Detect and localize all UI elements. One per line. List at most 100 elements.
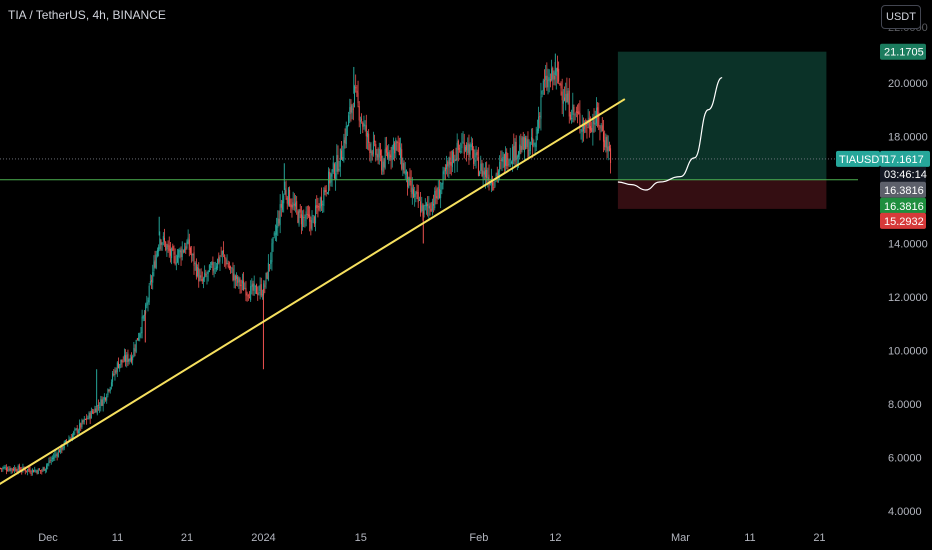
candle-body [579, 113, 581, 127]
candle-body [9, 467, 11, 471]
candle-body [381, 155, 383, 171]
candle-body [539, 115, 541, 117]
candle-body [562, 100, 564, 104]
candle-body [523, 137, 525, 153]
candle-body [270, 260, 272, 264]
candle-body [165, 241, 167, 250]
candle-body [280, 203, 282, 208]
candle-body [512, 146, 514, 165]
candle-body [581, 124, 583, 132]
candle-body [364, 124, 366, 126]
candle-body [232, 268, 234, 281]
candle-body [135, 339, 137, 352]
candle-body [97, 404, 99, 406]
candle-body [554, 75, 556, 80]
candle-body [325, 190, 327, 193]
candle-body [411, 187, 413, 194]
candle-body [136, 338, 138, 341]
candle-body [215, 266, 217, 270]
candle-body [529, 141, 531, 152]
candle-body [271, 243, 273, 262]
candle-body [107, 388, 109, 396]
candle-body [189, 247, 191, 254]
entry-price-tag-grey-label: 16.3816 [884, 185, 924, 197]
candle-body [424, 205, 426, 207]
candle-body [378, 148, 380, 158]
candle-body [198, 267, 200, 282]
candle-body [220, 255, 222, 257]
x-tick-label: Feb [469, 532, 488, 544]
candle-body [355, 87, 357, 89]
candle-body [344, 137, 346, 143]
candle-body [401, 149, 403, 169]
candle-body [169, 248, 171, 256]
x-tick-label: 11 [744, 532, 755, 544]
candle-body [425, 203, 427, 207]
candle-body [167, 243, 169, 247]
candle-body [223, 249, 225, 254]
candle-body [241, 280, 243, 284]
candle-body [559, 83, 561, 85]
candle-body [599, 126, 601, 129]
candle-body [451, 151, 453, 168]
candle-body [177, 255, 178, 263]
candle-body [487, 177, 489, 180]
candle-body [175, 262, 177, 264]
candle-body [172, 246, 174, 251]
candle-body [102, 398, 104, 407]
candle-body [5, 467, 7, 471]
candle-body [320, 197, 322, 207]
candle-body [69, 438, 71, 441]
candle-body [210, 266, 212, 268]
candle-body [346, 125, 348, 128]
entry-price-tag-grey-bg [880, 181, 926, 198]
candle-body [549, 79, 551, 83]
candle-body [470, 144, 472, 147]
candle-body [573, 106, 575, 112]
candle-body [413, 189, 414, 198]
candle-body [2, 467, 4, 469]
candle-body [80, 423, 82, 428]
candle-body [287, 188, 289, 205]
candle-body [365, 125, 367, 137]
entry-price-tag-grey: 16.3816 [880, 181, 926, 198]
candle-body [420, 201, 422, 213]
candle-body [332, 162, 334, 172]
candle-body [488, 174, 490, 184]
candle-body [444, 167, 446, 172]
currency-button[interactable]: USDT [881, 5, 921, 29]
candle-body [120, 359, 122, 365]
candle-body [11, 468, 13, 470]
candle-body [15, 468, 17, 472]
candle-body [298, 210, 300, 225]
candle-body [59, 450, 60, 453]
trendline[interactable] [0, 98, 626, 486]
candle-body [114, 370, 116, 376]
candle-body [224, 255, 226, 259]
candle-body [77, 430, 79, 434]
current-price-tag: 17.1617 [880, 150, 930, 167]
candle-body [17, 466, 19, 473]
candle-body [1, 468, 3, 470]
candle-body [283, 195, 285, 204]
candle-body [431, 201, 433, 211]
candle-body [486, 169, 488, 179]
candle-body [354, 86, 355, 108]
candle-body [494, 181, 496, 187]
profit-zone[interactable] [617, 51, 827, 180]
candle-body [446, 164, 448, 169]
candle-body [561, 91, 563, 101]
candle-body [108, 390, 110, 391]
candle-body [56, 454, 58, 457]
entry-price-tag-green-label: 16.3816 [884, 201, 924, 213]
candle-body [435, 189, 437, 198]
candle-body [265, 273, 267, 285]
candle-body [208, 265, 210, 272]
candle-body [506, 151, 508, 167]
projection-curve[interactable] [617, 77, 723, 191]
candle-body [474, 159, 476, 162]
candle-body [356, 90, 358, 93]
candle-body [359, 120, 361, 122]
loss-zone[interactable] [617, 179, 827, 209]
